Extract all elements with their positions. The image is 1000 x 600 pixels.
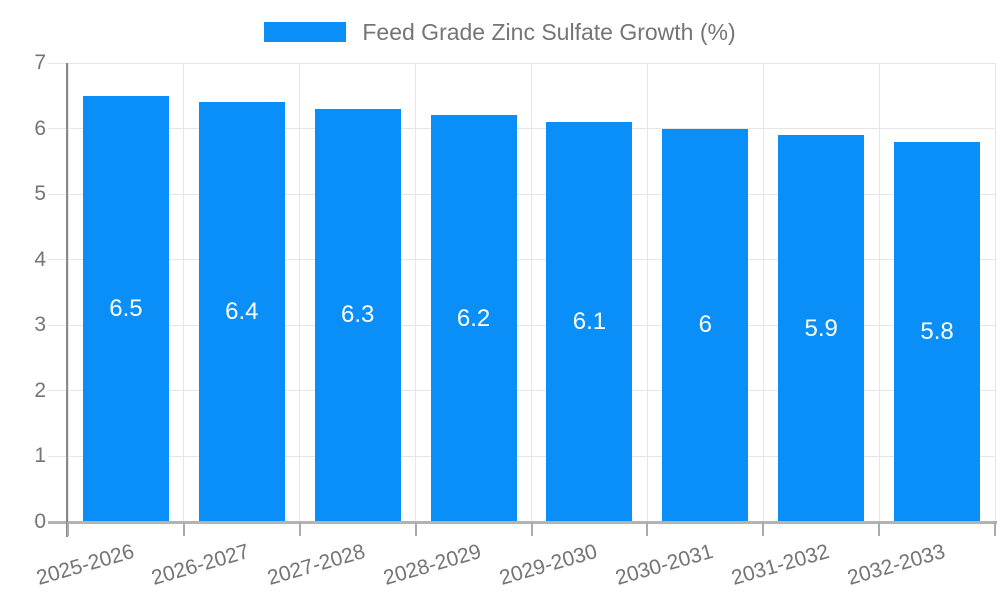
legend-swatch — [264, 22, 347, 42]
x-axis-tick-label: 2030-2031 — [612, 540, 716, 590]
bar-value-label: 6.1 — [572, 307, 607, 335]
y-gridline — [48, 193, 995, 195]
y-axis-tick-label: 5 — [34, 182, 46, 206]
x-axis-tick-label: 2026-2027 — [149, 540, 253, 590]
y-axis-tick-label: 2 — [34, 378, 46, 402]
x-gridline — [531, 63, 532, 522]
y-axis-tick-label: 7 — [34, 51, 46, 74]
y-gridline — [48, 455, 995, 457]
y-axis-tick-label: 0 — [34, 510, 46, 533]
y-axis-line — [66, 63, 68, 537]
bar-value-label: 6.3 — [341, 301, 375, 329]
y-axis-tick-label: 6 — [34, 116, 46, 140]
chart-legend: Feed Grade Zinc Sulfate Growth (%) — [0, 19, 1000, 45]
y-gridline — [48, 390, 995, 392]
bar: 6.5 — [82, 95, 169, 522]
y-gridline — [48, 324, 995, 326]
bar: 6.3 — [314, 108, 401, 522]
x-axis-tick-label: 2025-2026 — [33, 540, 137, 590]
bar-value-label: 6.4 — [225, 298, 259, 326]
bar: 5.9 — [778, 135, 865, 522]
legend-label: Feed Grade Zinc Sulfate Growth (%) — [362, 18, 736, 45]
bar-value-label: 5.8 — [920, 317, 954, 345]
x-axis-tick-label: 2028-2029 — [381, 540, 484, 590]
bar: 6.4 — [198, 102, 285, 522]
x-gridline — [646, 63, 648, 522]
y-gridline — [48, 128, 995, 130]
bar-value-label: 6 — [698, 311, 712, 339]
bar-value-label: 6.2 — [456, 304, 491, 332]
x-gridline — [67, 63, 69, 522]
y-gridline — [48, 62, 995, 64]
x-gridline — [878, 63, 880, 522]
x-axis-tick-label: 2029-2030 — [496, 540, 600, 590]
x-axis-tick-label: 2027-2028 — [265, 540, 369, 590]
bar-value-label: 6.5 — [109, 294, 143, 322]
y-axis-tick-label: 4 — [34, 247, 46, 271]
y-axis-tick-label: 1 — [34, 444, 46, 468]
x-axis-tick — [298, 522, 301, 536]
x-axis-tick — [994, 522, 996, 536]
bar-value-label: 5.9 — [804, 314, 838, 342]
bar: 6.2 — [430, 115, 517, 522]
x-gridline — [299, 63, 301, 522]
x-axis-tick — [762, 522, 765, 536]
x-axis-tick-label: 2032-2033 — [844, 540, 948, 590]
x-axis-tick-label: 2031-2032 — [728, 540, 832, 590]
x-gridline — [415, 63, 417, 522]
x-axis-tick — [67, 522, 69, 536]
bar: 6.1 — [546, 122, 633, 522]
x-axis-tick — [878, 522, 881, 536]
x-axis-tick — [530, 522, 533, 536]
x-axis-tick — [414, 522, 417, 536]
x-gridline — [762, 63, 764, 522]
x-axis-line — [48, 521, 997, 524]
y-gridline — [48, 259, 995, 261]
bar: 5.8 — [894, 141, 981, 522]
x-gridline — [994, 63, 996, 522]
x-axis-tick — [646, 522, 649, 536]
x-gridline — [183, 63, 185, 522]
x-axis-tick — [182, 522, 185, 536]
bar: 6 — [662, 128, 749, 522]
y-axis-tick-label: 3 — [34, 313, 46, 337]
